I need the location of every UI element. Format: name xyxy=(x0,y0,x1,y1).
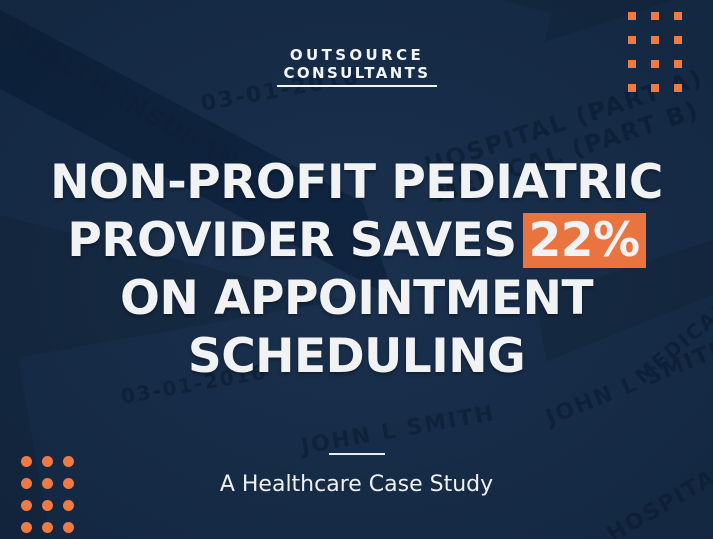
logo-underline xyxy=(277,85,437,87)
subtitle: A Healthcare Case Study xyxy=(219,472,494,497)
headline-line4: SCHEDULING xyxy=(187,329,526,384)
headline-line2: PROVIDER SAVES 22% xyxy=(0,212,713,270)
logo-line2: CONSULTANTS xyxy=(283,64,431,82)
divider xyxy=(329,453,385,455)
savings-highlight-badge: 22% xyxy=(522,213,646,268)
headline-line2-prefix: PROVIDER SAVES xyxy=(67,213,517,268)
square-dots-decoration-icon xyxy=(628,12,682,92)
outsource-consultants-logo: OUTSOURCE CONSULTANTS xyxy=(277,46,437,87)
round-dots-decoration-icon xyxy=(21,456,74,533)
logo-line1: OUTSOURCE xyxy=(289,46,425,64)
headline-line1: NON-PROFIT PEDIATRIC xyxy=(50,155,663,210)
headline-line3: ON APPOINTMENT xyxy=(119,271,594,326)
page-title: NON-PROFIT PEDIATRIC PROVIDER SAVES 22% O… xyxy=(0,154,713,386)
